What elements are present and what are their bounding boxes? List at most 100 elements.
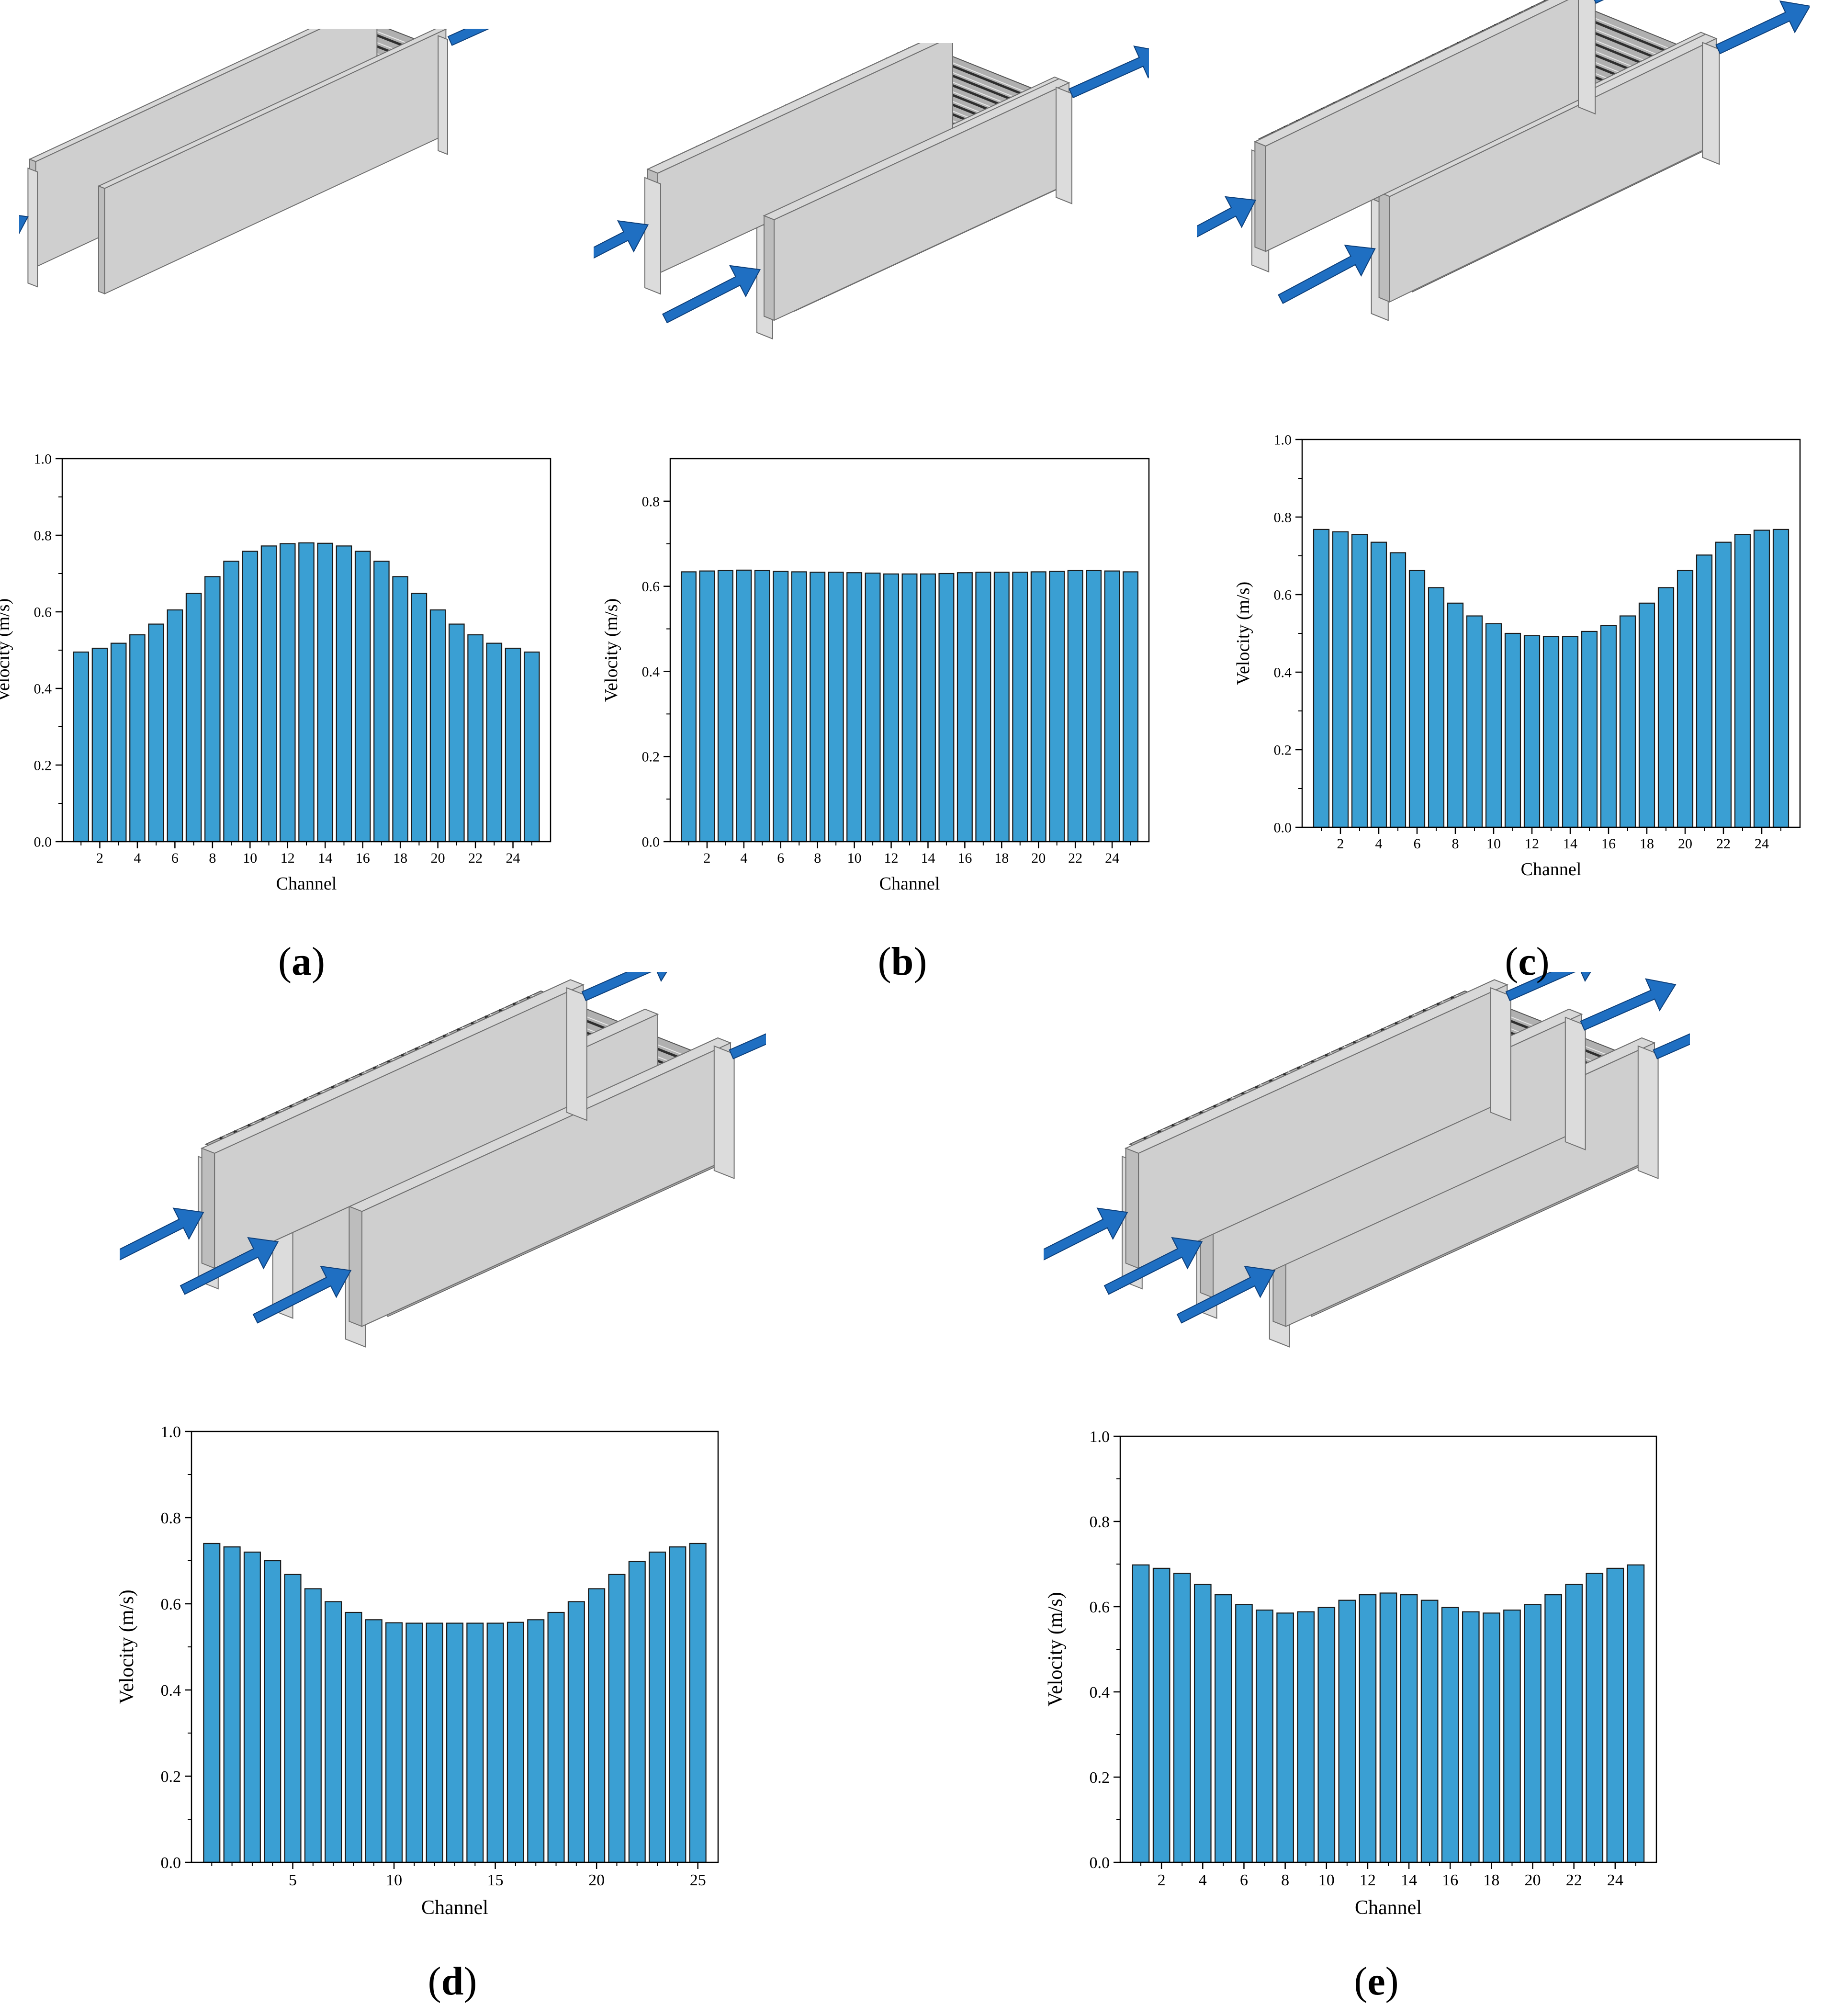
diagram-a: [19, 29, 490, 295]
outlet-manifold-1-side: [1389, 37, 1717, 303]
y-tick-label: 0.8: [1090, 1513, 1110, 1531]
x-tick-label: 20: [1031, 850, 1046, 866]
bars-group: [680, 569, 1139, 843]
bar-channel-22: [628, 1561, 646, 1863]
bar-channel-5: [148, 623, 164, 843]
x-tick-label: 14: [1563, 836, 1577, 852]
chart-a: 0.00.20.40.60.81.02 4 6 8 10 12 14 16 18 20 22 24Ch…: [0, 451, 551, 894]
bar-channel-4: [736, 569, 752, 843]
outlet-manifold-1-port: [438, 35, 448, 155]
bar-channel-24: [669, 1546, 686, 1863]
y-tick-label: 1.0: [1274, 432, 1292, 448]
outlet-arrow-2: [581, 972, 667, 1002]
bar-channel-15: [1581, 631, 1598, 828]
outlet-manifold-2-port: [566, 987, 587, 1121]
x-axis-label: Channel: [276, 874, 337, 894]
x-tick-label: 2: [703, 850, 710, 866]
bar-channel-17: [975, 572, 991, 843]
x-tick-label: 18: [994, 850, 1009, 866]
bar-channel-2: [91, 647, 108, 843]
x-tick-label: 10: [1318, 1871, 1335, 1889]
x-tick-label: 6: [1414, 836, 1421, 852]
bar-channel-7: [1256, 1610, 1273, 1863]
diagram-b: [594, 43, 1149, 340]
y-tick-label: 0.0: [34, 834, 52, 850]
x-tick-label: 22: [1716, 836, 1731, 852]
bar-channel-4: [264, 1560, 281, 1863]
bar-channel-10: [1485, 623, 1502, 828]
y-tick-label: 1.0: [34, 451, 52, 467]
x-tick-label: 4: [134, 850, 141, 866]
y-axis-label: Velocity (m/s): [0, 598, 13, 702]
bar-channel-22: [467, 634, 484, 843]
x-axis-label: Channel: [1521, 859, 1582, 879]
outlet-manifold-1-end: [1378, 191, 1390, 303]
bar-channel-18: [392, 576, 408, 843]
x-tick-label: 4: [1199, 1871, 1207, 1889]
y-tick-label: 0.8: [161, 1509, 181, 1527]
bar-channel-9: [1466, 615, 1483, 828]
bar-channel-17: [527, 1619, 545, 1863]
bar-channel-14: [317, 542, 334, 843]
diagram-e: [1044, 972, 1690, 1348]
y-tick-label: 0.4: [1090, 1684, 1110, 1701]
bar-channel-21: [608, 1574, 626, 1863]
bar-channel-9: [223, 561, 239, 843]
outlet-manifold-1-side: [774, 82, 1069, 321]
bar-channel-17: [1619, 615, 1636, 828]
outlet-manifold-2-end: [1254, 141, 1266, 252]
x-tick-label: 25: [690, 1871, 706, 1889]
bar-channel-6: [773, 571, 789, 843]
x-tick-label: 24: [1755, 836, 1769, 852]
x-tick-label: 8: [1452, 836, 1459, 852]
bar-channel-16: [1600, 625, 1617, 828]
bar-channel-15: [486, 1622, 504, 1863]
bar-channel-21: [1049, 571, 1065, 843]
bar-channel-16: [1441, 1607, 1459, 1863]
bar-channel-4: [129, 634, 146, 843]
bar-channel-1: [203, 1543, 221, 1863]
x-tick-label: 18: [1640, 836, 1654, 852]
bar-channel-18: [993, 572, 1010, 843]
bar-channel-6: [1235, 1604, 1253, 1863]
bar-channel-11: [260, 545, 277, 843]
bar-channel-5: [1389, 552, 1407, 828]
x-tick-label: 20: [431, 850, 445, 866]
bar-channel-15: [1420, 1599, 1439, 1863]
inlet-arrow-1: [19, 215, 29, 235]
y-tick-label: 1.0: [161, 1423, 181, 1441]
inlet-arrow-1: [662, 265, 761, 324]
bar-channel-13: [1379, 1592, 1397, 1863]
bar-channel-25: [1123, 571, 1139, 843]
y-tick-label: 0.4: [1274, 665, 1292, 681]
inlet-arrow-2: [1197, 196, 1257, 238]
x-tick-label: 8: [814, 850, 821, 866]
panel-label-a: (a): [278, 939, 325, 984]
bar-channel-16: [354, 551, 371, 843]
bar-channel-12: [883, 573, 900, 843]
outlet-arrow-2: [1594, 0, 1604, 4]
inlet-arrow-2: [1103, 1237, 1203, 1295]
panel-label-c: (c): [1505, 939, 1550, 984]
bar-channel-23: [1586, 1573, 1604, 1863]
y-tick-label: 0.0: [642, 834, 660, 850]
bar-channel-16: [506, 1622, 524, 1863]
bar-channel-7: [791, 571, 807, 843]
bar-channel-3: [243, 1551, 261, 1863]
outlet-manifold-2-port: [1564, 1016, 1586, 1150]
heat-exchanger-body: [1251, 0, 1720, 321]
x-tick-label: 10: [1486, 836, 1501, 852]
bar-channel-3: [110, 642, 127, 843]
y-tick-label: 0.2: [642, 749, 660, 765]
bar-channel-9: [828, 572, 844, 843]
bar-channel-17: [1462, 1611, 1480, 1863]
bar-channel-23: [486, 642, 503, 843]
bar-channel-13: [1542, 636, 1560, 828]
bar-channel-2: [1152, 1567, 1170, 1863]
x-tick-label: 8: [209, 850, 216, 866]
y-axis-label: Velocity (m/s): [1233, 582, 1253, 685]
bar-channel-3: [1173, 1573, 1191, 1863]
outlet-manifold-2-side: [214, 984, 584, 1269]
x-tick-label: 16: [1442, 1871, 1458, 1889]
inlet-arrow-3: [120, 1207, 204, 1261]
